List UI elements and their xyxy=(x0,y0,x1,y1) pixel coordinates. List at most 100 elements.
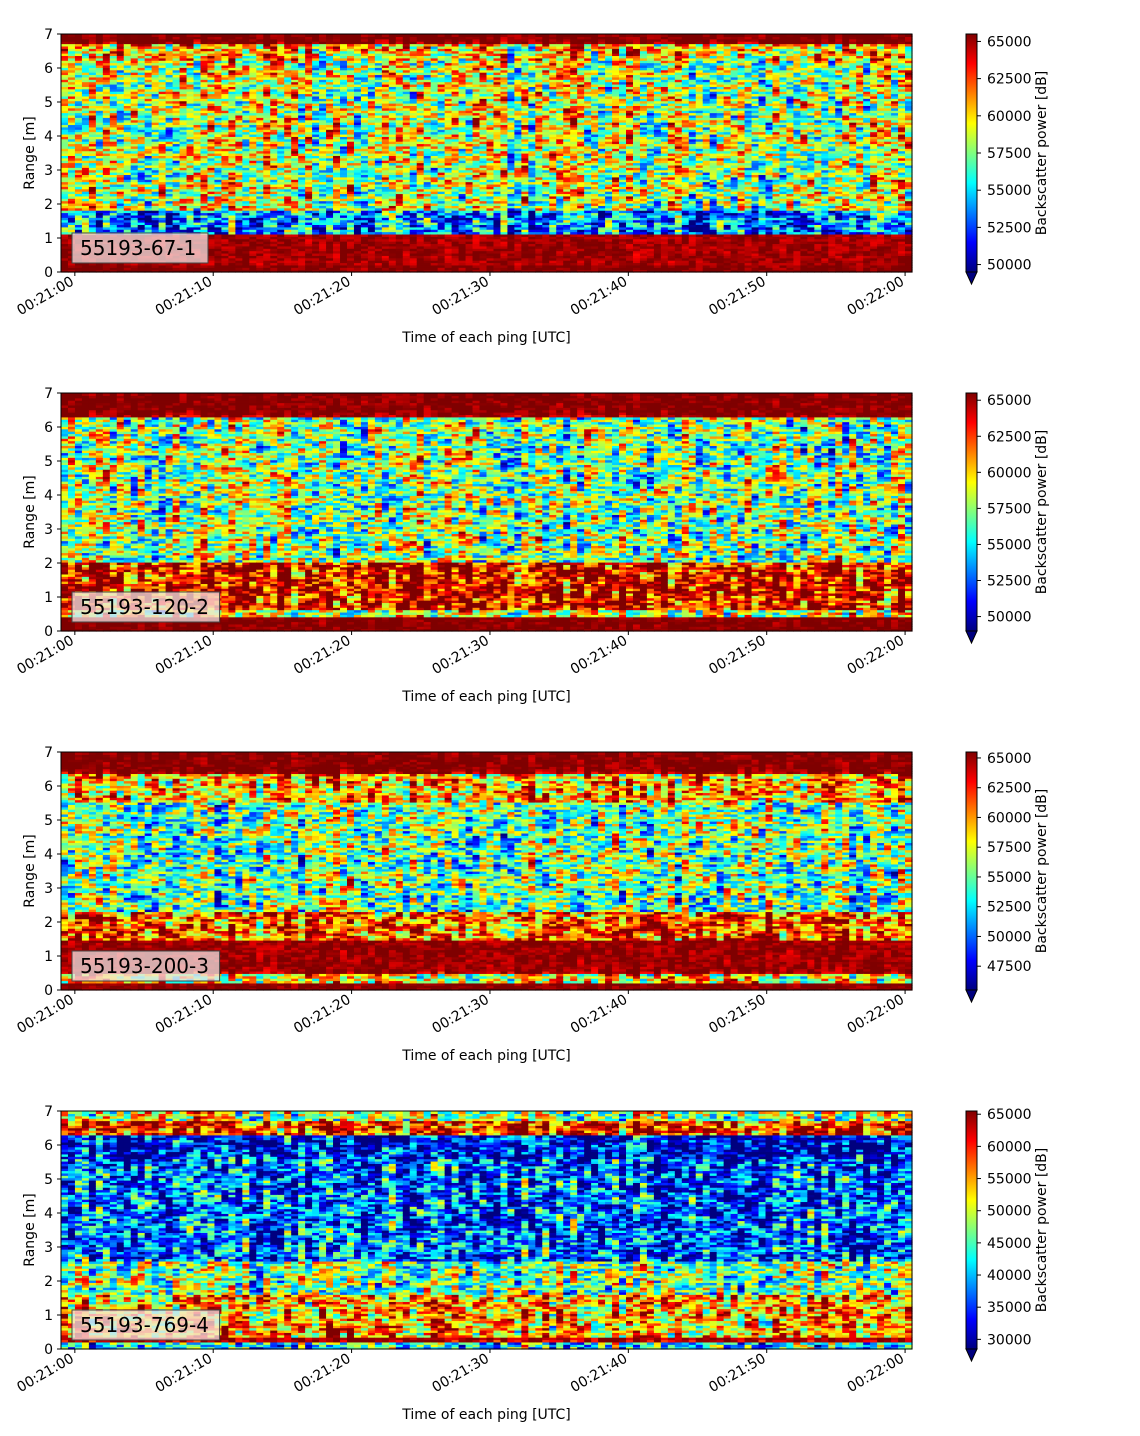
heatmap-cell xyxy=(67,60,76,64)
heatmap-cell xyxy=(158,262,167,266)
heatmap-cell xyxy=(144,157,153,161)
heatmap-cell xyxy=(61,119,69,123)
heatmap-cell xyxy=(67,186,76,190)
heatmap-cell xyxy=(81,264,90,268)
heatmap-cell xyxy=(158,205,167,209)
heatmap-cell xyxy=(102,229,111,233)
heatmap-cell xyxy=(61,64,69,68)
heatmap-cell xyxy=(81,69,90,73)
heatmap-cell xyxy=(81,224,90,228)
heatmap-cell xyxy=(88,34,97,37)
heatmap-cell xyxy=(151,162,160,166)
heatmap-cell xyxy=(81,179,90,183)
heatmap-cell xyxy=(137,55,146,59)
heatmap-cell xyxy=(74,193,83,197)
heatmap-cell xyxy=(116,160,125,164)
heatmap-cell xyxy=(88,157,97,161)
heatmap-cell xyxy=(102,131,111,135)
heatmap-cell xyxy=(151,172,160,176)
heatmap-cell xyxy=(74,169,83,173)
heatmap-cell xyxy=(81,164,90,168)
heatmap-cell xyxy=(144,62,153,66)
heatmap-cell xyxy=(67,155,76,159)
heatmap-cell xyxy=(130,207,139,211)
heatmap-cell xyxy=(116,103,125,106)
heatmap-cell xyxy=(123,222,132,225)
heatmap-cell xyxy=(102,145,111,149)
heatmap-cell xyxy=(95,150,104,154)
heatmap-cell xyxy=(67,114,76,118)
heatmap-cell xyxy=(123,43,132,47)
heatmap-cell xyxy=(74,41,83,45)
heatmap-cell xyxy=(144,188,153,192)
heatmap-cell xyxy=(165,214,174,218)
heatmap-cell xyxy=(151,86,160,90)
heatmap-cell xyxy=(102,186,111,190)
heatmap-cell xyxy=(144,129,153,133)
heatmap-cell xyxy=(88,229,97,233)
heatmap-cell xyxy=(165,88,174,92)
heatmap-cell xyxy=(158,207,167,211)
heatmap-cell xyxy=(74,64,83,68)
heatmap-cell xyxy=(130,157,139,161)
heatmap-cell xyxy=(74,176,83,180)
heatmap-cell xyxy=(74,53,83,57)
heatmap-cell xyxy=(81,138,90,142)
heatmap-cell xyxy=(116,186,125,190)
heatmap-cell xyxy=(61,136,69,140)
heatmap-cell xyxy=(102,64,111,68)
heatmap-cell xyxy=(137,195,146,199)
heatmap-cell xyxy=(74,269,83,273)
heatmap-cell xyxy=(88,183,97,187)
heatmap-cell xyxy=(95,48,104,52)
heatmap-cell xyxy=(151,200,160,204)
heatmap-cell xyxy=(123,81,132,85)
heatmap-cell xyxy=(165,226,174,230)
heatmap-cell xyxy=(74,226,83,230)
heatmap-cell xyxy=(81,183,90,187)
heatmap-cell xyxy=(67,50,76,54)
heatmap-cell xyxy=(158,176,167,180)
heatmap-cell xyxy=(116,98,125,102)
heatmap-cell xyxy=(165,133,174,137)
heatmap-cell xyxy=(61,224,69,228)
heatmap-cell xyxy=(95,207,104,211)
heatmap-cell xyxy=(123,88,132,92)
heatmap-cell xyxy=(165,210,174,214)
heatmap-cell xyxy=(102,214,111,218)
heatmap-cell xyxy=(88,200,97,204)
heatmap-cell xyxy=(151,202,160,206)
heatmap-cell xyxy=(144,131,153,135)
heatmap-cell xyxy=(74,114,83,118)
heatmap-cell xyxy=(81,269,90,273)
heatmap-cell xyxy=(123,41,132,45)
heatmap-cell xyxy=(74,67,83,71)
heatmap-cell xyxy=(123,34,132,37)
heatmap-cell xyxy=(123,60,132,64)
heatmap-cell xyxy=(116,81,125,85)
heatmap-cell xyxy=(81,167,90,171)
heatmap-cell xyxy=(151,212,160,216)
heatmap-cell xyxy=(74,141,83,145)
heatmap-cell xyxy=(61,122,69,126)
heatmap-cell xyxy=(61,145,69,149)
heatmap-cell xyxy=(116,224,125,228)
heatmap-cell xyxy=(144,148,153,152)
heatmap-cell xyxy=(144,45,153,49)
heatmap-cell xyxy=(67,162,76,166)
heatmap-cell xyxy=(81,143,90,147)
heatmap-cell xyxy=(102,55,111,59)
heatmap-cell xyxy=(109,164,118,168)
heatmap-cell xyxy=(137,48,146,52)
heatmap-cell xyxy=(151,64,160,68)
heatmap-cell xyxy=(151,141,160,145)
heatmap-cell xyxy=(123,143,132,147)
heatmap-cell xyxy=(165,193,174,197)
heatmap-cell xyxy=(81,88,90,92)
heatmap-cell xyxy=(137,45,146,49)
heatmap-cell xyxy=(88,172,97,176)
heatmap-cell xyxy=(88,55,97,59)
heatmap-cell xyxy=(81,186,90,190)
heatmap-cell xyxy=(158,145,167,149)
heatmap-cell xyxy=(74,205,83,209)
